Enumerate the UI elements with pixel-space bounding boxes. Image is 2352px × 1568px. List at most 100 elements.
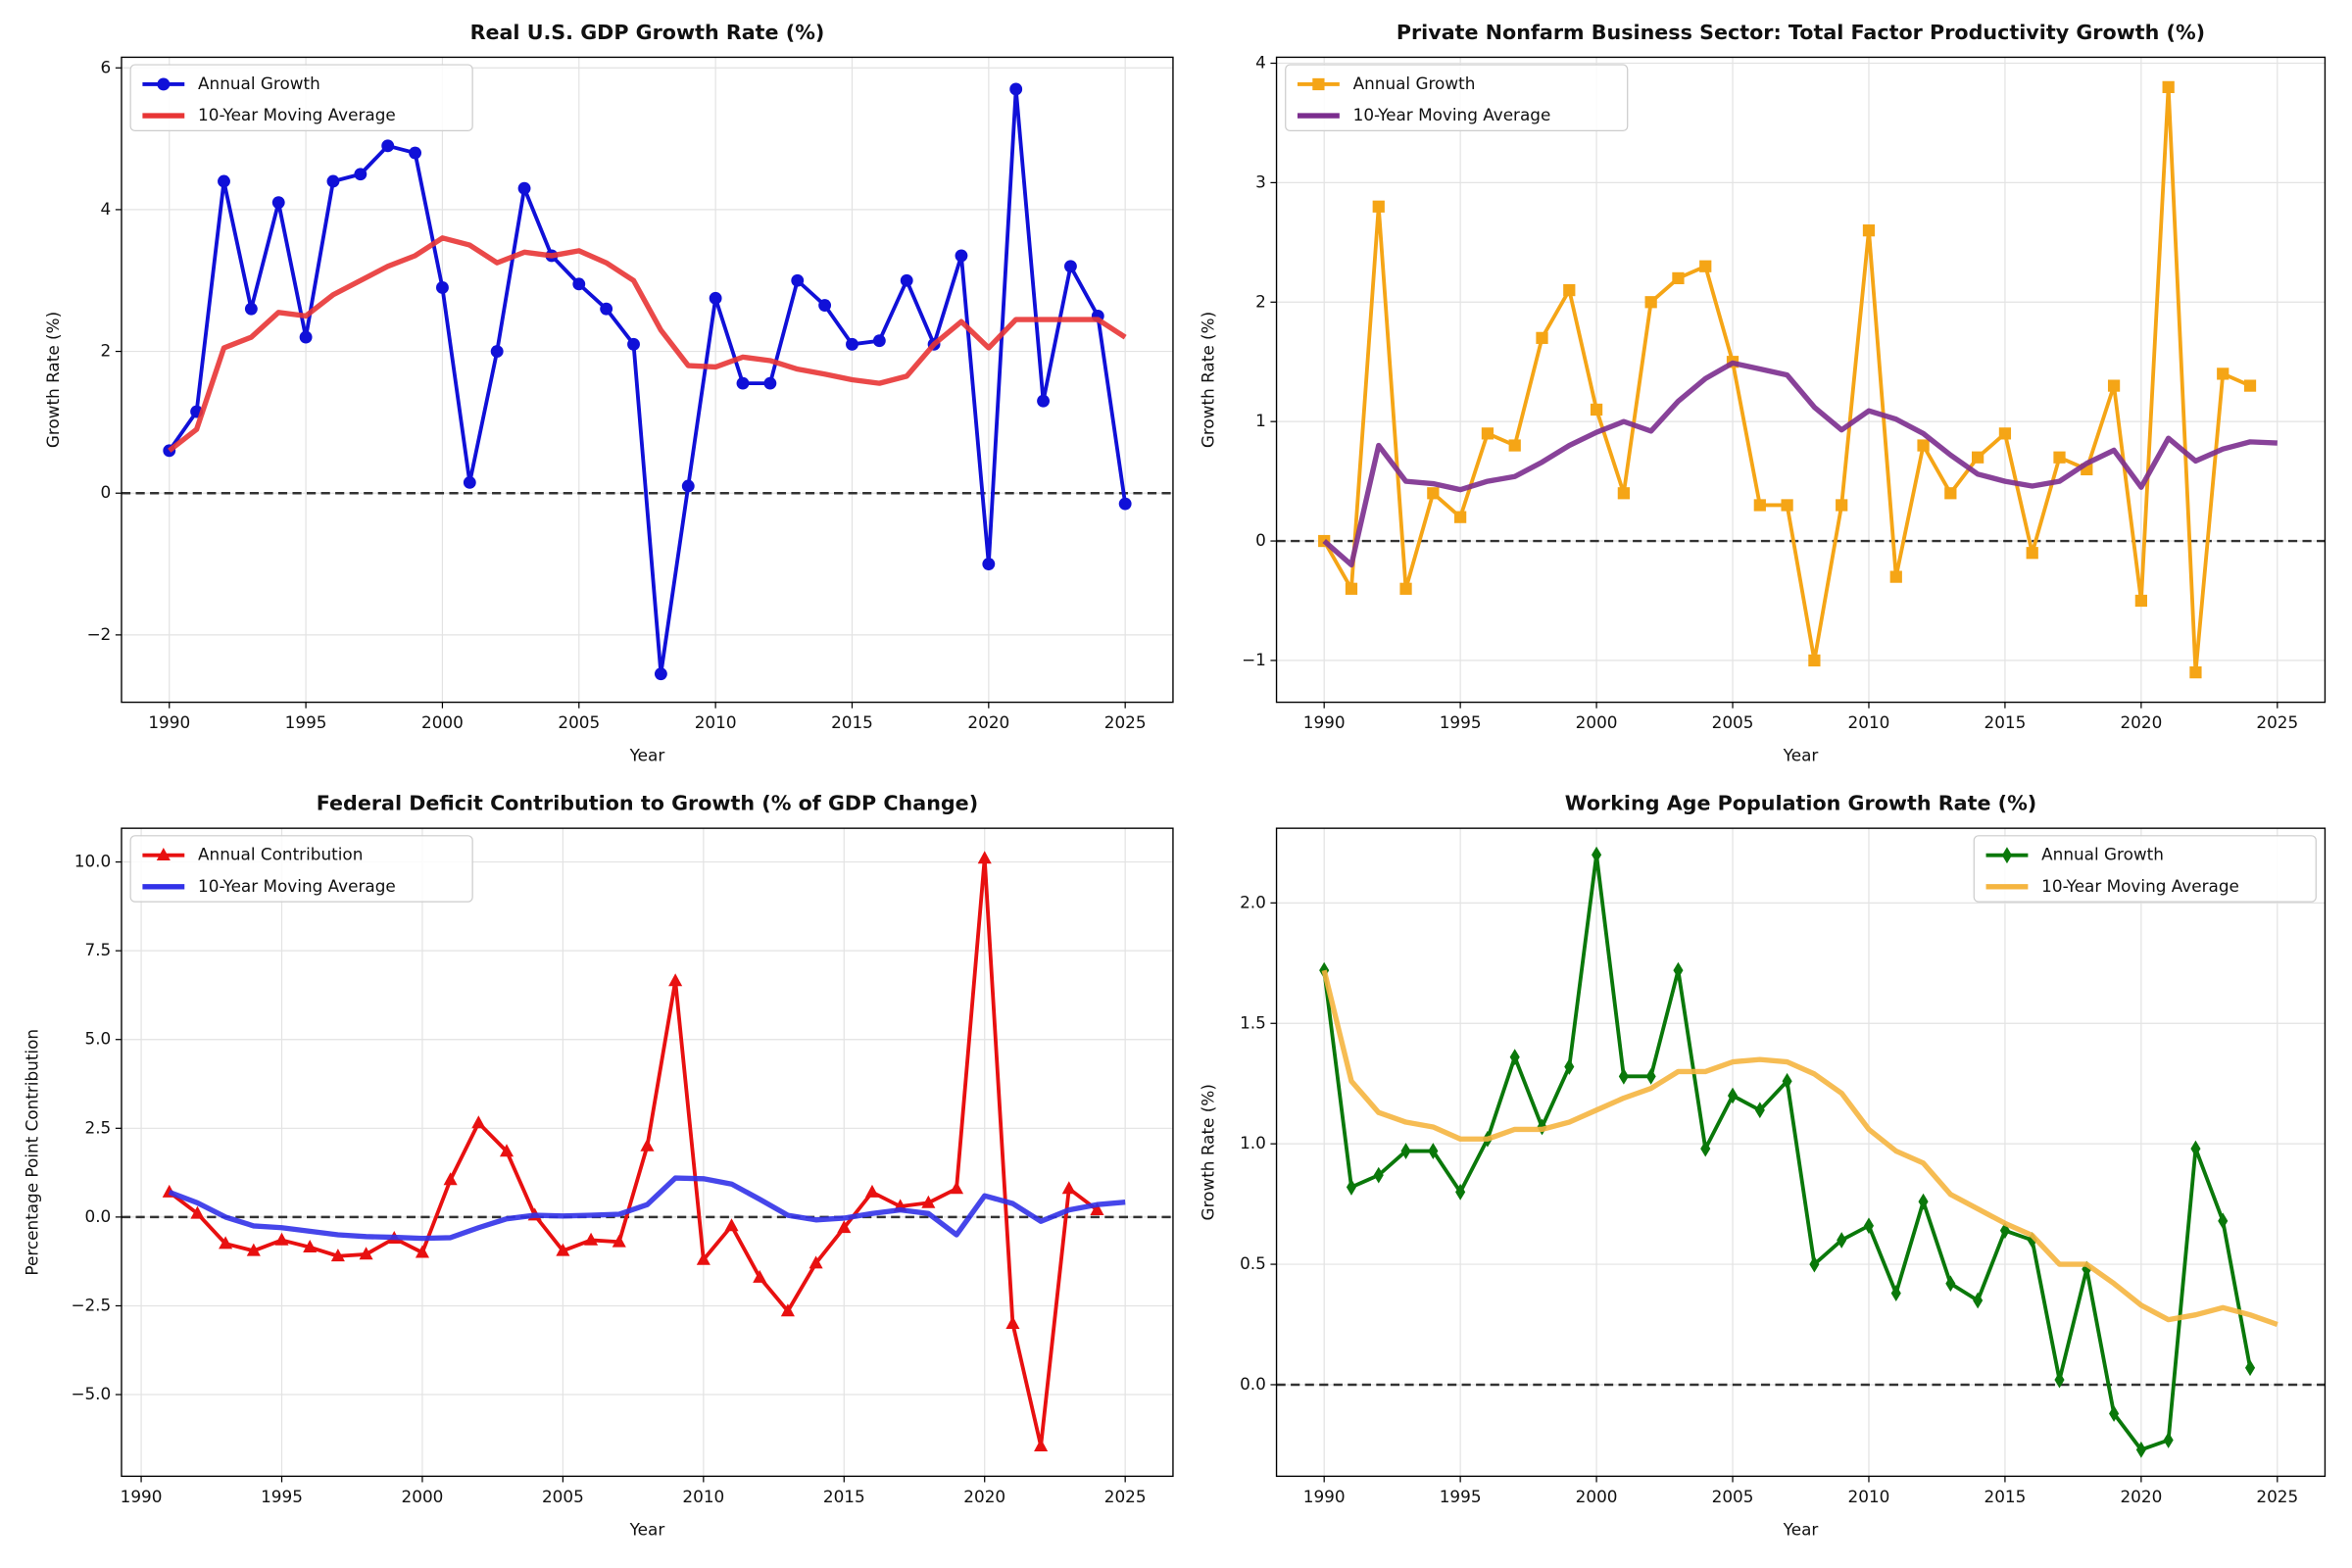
marker	[443, 1172, 458, 1186]
y-tick-label: −5.0	[71, 1384, 111, 1403]
marker	[640, 1138, 655, 1152]
marker	[2162, 80, 2175, 94]
marker	[1563, 283, 1576, 297]
marker	[1890, 1285, 1901, 1301]
subplot: 1990 1995 2000 2005 2010 2015 2020 2025 −5.0 −2.5…	[23, 792, 1174, 1539]
marker	[1945, 1275, 1956, 1293]
x-tick-label: 1995	[285, 712, 327, 732]
marker	[157, 77, 171, 91]
series-line	[168, 857, 1099, 1448]
marker	[326, 174, 340, 188]
marker	[1345, 582, 1358, 595]
series-line	[1321, 969, 2278, 1328]
marker	[1312, 77, 1325, 91]
marker	[1428, 1143, 1439, 1159]
y-tick-label: 0.5	[1240, 1253, 1266, 1273]
chart-title: Private Nonfarm Business Sector: Total F…	[1396, 21, 2205, 44]
x-tick-label: 2000	[402, 1487, 444, 1506]
marker	[359, 1247, 373, 1260]
legend-box	[129, 835, 473, 903]
marker	[471, 1115, 486, 1129]
marker	[354, 168, 368, 181]
marker	[1972, 451, 1984, 464]
marker	[1005, 1315, 1020, 1329]
marker	[654, 667, 667, 681]
series-line	[168, 87, 1128, 676]
legend: Annual Growth 10-Year Moving Average	[129, 64, 473, 132]
marker	[709, 291, 722, 305]
marker	[415, 1245, 429, 1258]
series-line	[168, 1175, 1126, 1242]
x-axis-label: Year	[629, 1519, 665, 1539]
marker	[299, 330, 313, 344]
plot-frame	[121, 56, 1174, 704]
x-tick-label: 2015	[1984, 712, 2027, 732]
subplot: 1990 1995 2000 2005 2010 2015 2020 2025 −2 0 2 4 6 Re…	[43, 21, 1174, 765]
chart-title: Real U.S. GDP Growth Rate (%)	[470, 21, 825, 44]
marker	[1837, 1232, 1847, 1249]
series-line	[1322, 853, 2252, 1452]
legend-box	[129, 64, 473, 132]
marker	[1346, 1178, 1357, 1196]
y-tick-label: 0.0	[84, 1206, 111, 1226]
marker	[1034, 1438, 1049, 1451]
plot-frame	[121, 827, 1174, 1478]
marker	[612, 1234, 626, 1248]
marker	[1592, 846, 1602, 863]
x-tick-label: 2000	[421, 712, 464, 732]
y-tick-label: 4	[1255, 53, 1266, 73]
x-tick-label: 1990	[148, 712, 190, 732]
legend: Annual Growth 10-Year Moving Average	[1973, 835, 2317, 903]
marker	[1944, 487, 1957, 500]
marker	[2134, 594, 2147, 608]
marker	[808, 1255, 823, 1269]
marker	[1090, 1201, 1104, 1215]
marker	[156, 848, 171, 861]
marker	[499, 1144, 514, 1157]
legend: Annual Contribution 10-Year Moving Averag…	[129, 835, 473, 903]
marker	[1372, 200, 1385, 213]
marker	[1427, 487, 1440, 500]
x-tick-label: 2010	[682, 1487, 724, 1506]
marker	[1618, 1067, 1629, 1085]
marker	[1973, 1292, 1984, 1309]
marker	[1699, 260, 1712, 272]
marker	[681, 479, 695, 493]
marker	[2053, 451, 2066, 464]
marker	[2163, 1432, 2174, 1448]
subplot: 1990 1995 2000 2005 2010 2015 2020 2025 0.0 0.5 1.…	[1199, 792, 2327, 1539]
x-tick-label: 2000	[1576, 1487, 1618, 1506]
marker	[1373, 1166, 1384, 1184]
legend-box	[1973, 835, 2317, 903]
x-tick-label: 1990	[1303, 1487, 1346, 1506]
y-tick-label: 7.5	[84, 940, 111, 959]
marker	[1617, 487, 1630, 500]
plot-frame	[1275, 56, 2327, 704]
series-line	[168, 235, 1127, 453]
marker	[2001, 847, 2013, 864]
marker	[1400, 1143, 1411, 1159]
legend-label: 10-Year Moving Average	[2041, 876, 2239, 896]
marker	[271, 196, 285, 210]
y-tick-label: 0	[1255, 530, 1266, 550]
marker	[949, 1181, 964, 1195]
y-tick-label: −2.5	[71, 1295, 111, 1314]
marker	[246, 1243, 261, 1256]
legend-label: 10-Year Moving Average	[198, 876, 396, 896]
marker	[982, 558, 996, 570]
marker	[1454, 511, 1467, 523]
subplot: 1990 1995 2000 2005 2010 2015 2020 2025 −1 0 1 2 3 4 P…	[1199, 21, 2327, 765]
x-tick-label: 2020	[2120, 1487, 2162, 1506]
marker	[1782, 1072, 1792, 1090]
marker	[330, 1249, 345, 1262]
marker	[1509, 1049, 1520, 1066]
marker	[1061, 1181, 1076, 1195]
marker	[572, 277, 586, 291]
x-tick-label: 1990	[1303, 712, 1346, 732]
y-axis-label: Growth Rate (%)	[1199, 312, 1218, 448]
x-tick-label: 1990	[121, 1487, 163, 1506]
legend-label: Annual Growth	[198, 74, 320, 93]
y-tick-label: 2.0	[1240, 892, 1266, 911]
marker	[381, 139, 395, 153]
